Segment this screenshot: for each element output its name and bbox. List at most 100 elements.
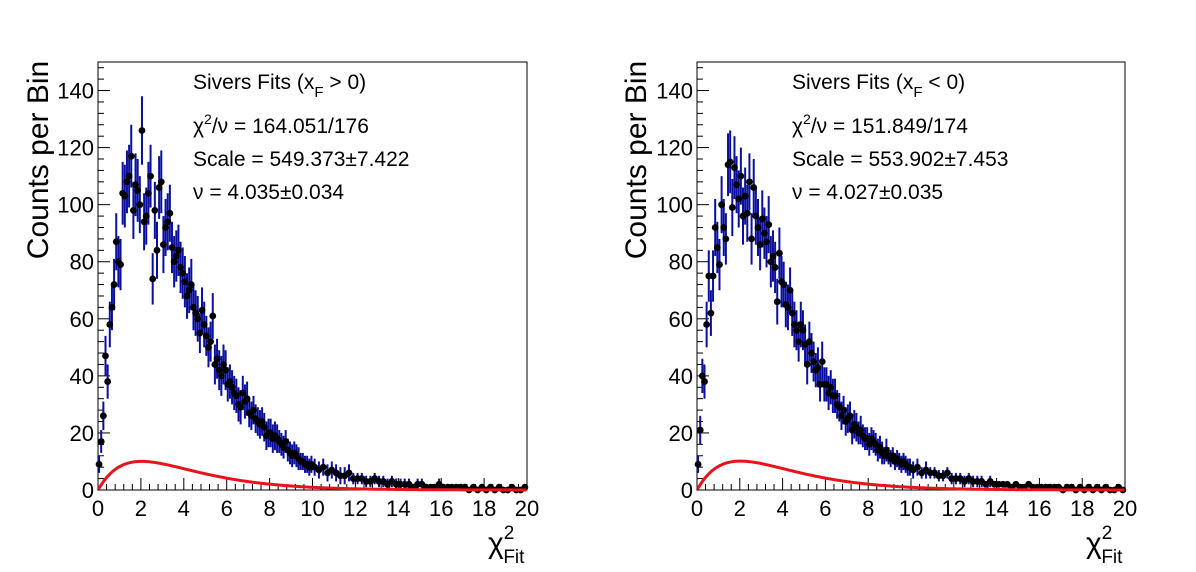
data-point [198, 306, 206, 314]
data-point [716, 261, 723, 268]
data-point [164, 218, 172, 226]
x-tick-label: 0 [691, 496, 703, 521]
x-tick-label: 8 [862, 496, 874, 521]
data-point [175, 246, 182, 254]
data-point [190, 303, 197, 311]
data-point [129, 206, 137, 214]
data-point [138, 127, 146, 134]
data-point [914, 463, 921, 471]
data-point [319, 463, 327, 471]
data-point [722, 235, 730, 243]
data-point [160, 241, 167, 249]
data-point [703, 321, 711, 328]
data-point [771, 264, 779, 271]
nu-text: ν = 4.035±0.034 [193, 181, 344, 204]
y-tick-label: 0 [681, 478, 693, 503]
data-point [108, 303, 116, 311]
data-point [810, 358, 818, 365]
data-point [183, 292, 191, 300]
data-point [232, 392, 240, 400]
data-point [814, 363, 822, 371]
data-point [200, 321, 208, 328]
data-point [202, 332, 210, 340]
x-tick-label: 14 [984, 496, 1008, 521]
data-point [134, 187, 142, 194]
data-point [805, 338, 813, 346]
data-points [694, 130, 1127, 494]
data-point [179, 269, 187, 277]
y-tick-label: 40 [70, 364, 94, 389]
data-point [780, 281, 788, 288]
data-point [846, 412, 854, 420]
data-point [151, 206, 159, 214]
data-point [857, 426, 865, 434]
data-point [149, 275, 157, 283]
data-point [243, 395, 251, 403]
data-point [831, 392, 839, 400]
data-point [162, 224, 169, 231]
data-point [840, 406, 847, 414]
x-tick-label: 8 [263, 496, 275, 521]
y-tick-label: 80 [70, 250, 94, 275]
data-point [701, 378, 708, 385]
data-point [775, 249, 783, 257]
data-point [282, 438, 290, 445]
data-point [142, 212, 150, 220]
data-point [102, 352, 109, 360]
data-point [748, 235, 755, 243]
panel-title: Sivers Fits (xF > 0) [193, 71, 366, 101]
y-tick-label: 140 [656, 79, 693, 104]
data-point [713, 244, 721, 251]
x-tick-label: 20 [515, 496, 539, 521]
data-point [125, 172, 133, 180]
x-tick-label: 18 [472, 496, 496, 521]
x-tick-label: 0 [92, 496, 104, 521]
data-point [718, 201, 726, 209]
data-point [260, 423, 268, 431]
data-point [797, 321, 805, 328]
scale-text: Scale = 553.902±7.453 [792, 148, 1008, 171]
data-point [709, 272, 717, 280]
data-point [112, 238, 120, 246]
data-point [209, 312, 217, 320]
data-point [95, 460, 103, 468]
data-point [194, 315, 202, 323]
data-point [726, 158, 734, 166]
data-point [793, 326, 800, 334]
y-tick-label: 0 [82, 478, 94, 503]
data-point [217, 372, 225, 380]
x-tick-label: 6 [221, 496, 233, 521]
y-tick-label: 20 [669, 421, 693, 446]
x-tick-label: 12 [343, 496, 367, 521]
data-point [743, 209, 751, 217]
y-tick-label: 80 [669, 250, 693, 275]
panel-title: Sivers Fits (xF < 0) [792, 71, 965, 101]
data-point [763, 238, 770, 246]
x-tick-label: 18 [1070, 496, 1094, 521]
data-point [155, 184, 163, 191]
data-point [737, 172, 745, 180]
data-point [239, 389, 247, 397]
y-tick-label: 100 [656, 193, 693, 218]
data-point [754, 224, 762, 231]
data-point [145, 189, 152, 197]
data-point [707, 309, 715, 317]
data-point [799, 326, 807, 334]
data-point [790, 321, 798, 328]
x-axis-title: χ2 Fit [488, 523, 525, 568]
data-point [696, 426, 704, 434]
data-point [765, 221, 773, 229]
data-point [153, 246, 161, 254]
data-point [211, 361, 219, 368]
x-tick-label: 10 [300, 496, 324, 521]
y-tick-label: 60 [70, 307, 94, 332]
chi2-ndf-text: χ2/ν = 151.849/174 [792, 111, 968, 138]
data-point [177, 264, 184, 271]
data-point [110, 281, 118, 288]
data-point [758, 215, 766, 223]
data-point [786, 286, 794, 294]
chart-panel-2: 0 2 4 6 8 10 12 14 16 18 20 0 20 40 60 80 100 120 140Count… [620, 61, 1137, 568]
data-point [728, 204, 736, 211]
x-tick-label: 20 [1113, 496, 1137, 521]
